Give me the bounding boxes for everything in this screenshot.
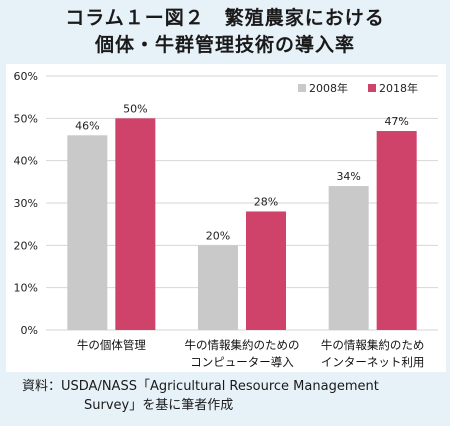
y-tick-label: 50% [14,112,38,125]
source-note: 資料：USDA/NASS「Agricultural Resource Manag… [22,377,442,415]
y-tick-label: 30% [14,197,38,210]
y-tick-label: 40% [14,155,38,168]
x-tick-label: インターネット利用 [321,355,425,369]
bar-chart: 0% 10% 20% 30% 40% 50% 60% 46% 50% 牛の個体管理 20% 28% 牛の… [14,70,438,369]
bar [67,135,108,330]
y-tick-label: 60% [14,70,38,83]
bar [328,186,369,330]
bar [376,131,417,330]
chart-title-line1: コラム１ー図２ 繁殖農家における [65,7,385,29]
bar [115,118,156,330]
data-label: 28% [254,195,278,208]
data-label: 34% [336,170,360,183]
data-label: 46% [75,119,99,132]
x-tick-label: コンピューター導入 [190,355,294,369]
chart-title-line2: 個体・牛群管理技術の導入率 [94,34,355,56]
legend-label: 2008年 [309,81,348,95]
y-tick-label: 20% [14,239,38,252]
chart-panel: 0% 10% 20% 30% 40% 50% 60% 46% 50% 牛の個体管理 20% 28% 牛の… [6,64,446,372]
data-label: 20% [206,229,230,242]
legend-label: 2018年 [379,81,418,95]
x-tick-label: 牛の情報集約のための [185,338,300,352]
y-tick-label: 0% [21,324,38,337]
source-line1: 資料：USDA/NASS「Agricultural Resource Manag… [22,379,379,394]
source-line2: Survey」を基に筆者作成 [84,398,234,413]
x-tick-label: 牛の個体管理 [77,338,146,352]
x-tick-label: 牛の情報集約のため [321,338,425,352]
data-label: 47% [384,115,408,128]
legend-swatch [298,84,306,92]
legend-swatch [368,84,376,92]
bar [198,245,238,330]
data-label: 50% [123,102,147,115]
y-tick-label: 10% [14,282,38,295]
bar [246,211,286,330]
